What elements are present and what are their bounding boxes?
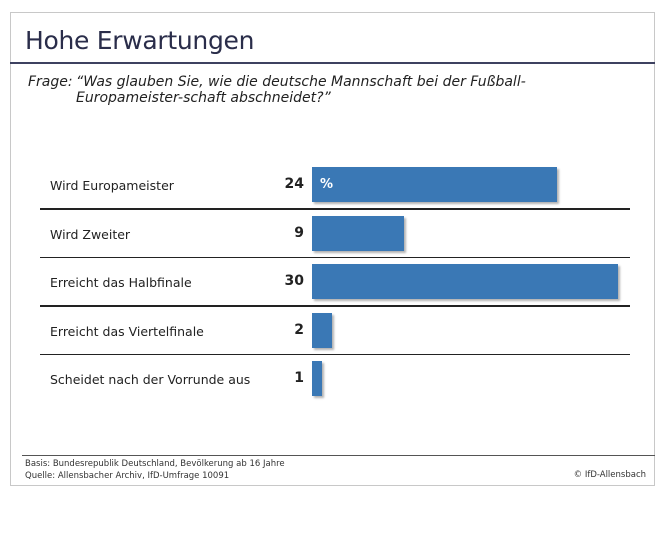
value-label: 24 bbox=[284, 176, 304, 192]
category-label: Scheidet nach der Vorrunde aus bbox=[50, 372, 251, 387]
row-separator bbox=[40, 305, 630, 307]
footer-basis: Basis: Bundesrepublik Deutschland, Bevöl… bbox=[25, 459, 285, 469]
unit-label: % bbox=[320, 177, 334, 192]
question-text: “Was glauben Sie, wie die deutsche Manns… bbox=[76, 74, 526, 106]
category-label: Wird Zweiter bbox=[50, 226, 131, 242]
bar bbox=[312, 312, 333, 348]
footer-copyright: © IfD-Allensbach bbox=[573, 470, 646, 480]
footer-divider bbox=[22, 455, 655, 456]
row-separator bbox=[40, 208, 630, 210]
bar bbox=[312, 361, 323, 396]
bar bbox=[312, 215, 404, 251]
chart-title: Hohe Erwartungen bbox=[25, 26, 255, 55]
category-label: Erreicht das Viertelfinale bbox=[50, 323, 204, 339]
footer-source: Quelle: Allensbacher Archiv, IfD-Umfrage… bbox=[25, 471, 230, 481]
row-separator bbox=[40, 353, 630, 355]
value-label: 2 bbox=[294, 321, 304, 338]
category-label: Wird Europameister bbox=[50, 178, 174, 193]
value-label: 9 bbox=[294, 224, 304, 241]
question-lead: Frage: bbox=[28, 74, 73, 90]
chart-frame bbox=[10, 12, 655, 486]
value-label: 30 bbox=[284, 273, 304, 289]
title-divider bbox=[10, 62, 655, 64]
category-label: Erreicht das Halbfinale bbox=[50, 275, 192, 290]
value-label: 1 bbox=[294, 370, 304, 386]
bar bbox=[312, 264, 618, 299]
bar bbox=[312, 167, 557, 202]
row-separator bbox=[40, 256, 630, 258]
